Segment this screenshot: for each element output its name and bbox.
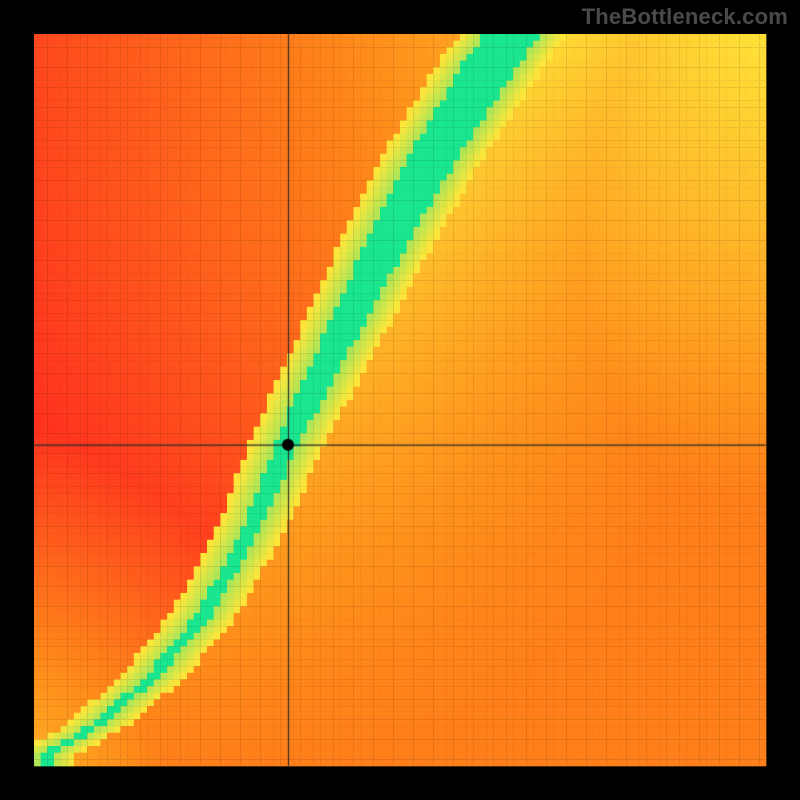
chart-container: { "watermark": "TheBottleneck.com", "plo… bbox=[0, 0, 800, 800]
watermark-text: TheBottleneck.com bbox=[582, 4, 788, 30]
crosshair-overlay bbox=[0, 0, 800, 800]
